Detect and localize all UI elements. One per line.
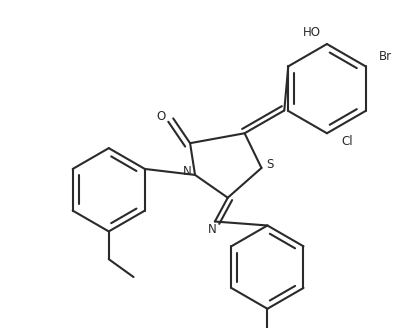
Text: N: N (207, 223, 216, 236)
Text: O: O (157, 110, 166, 123)
Text: HO: HO (303, 26, 321, 38)
Text: Cl: Cl (341, 135, 353, 148)
Text: S: S (267, 159, 274, 171)
Text: Br: Br (379, 50, 392, 63)
Text: N: N (183, 165, 192, 178)
